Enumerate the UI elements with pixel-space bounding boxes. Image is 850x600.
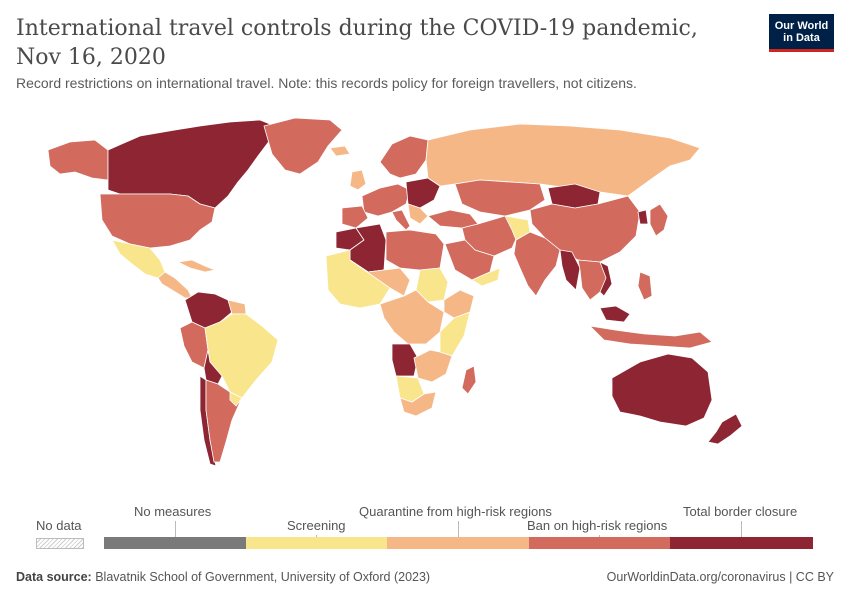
country-usa[interactable] <box>99 193 216 249</box>
data-source-text[interactable]: Blavatnik School of Government, Universi… <box>95 570 431 584</box>
country-south-africa[interactable] <box>399 391 437 417</box>
country-libya-egypt[interactable] <box>385 229 445 271</box>
country-malaysia[interactable] <box>599 305 631 323</box>
country-uruguay[interactable] <box>229 391 243 407</box>
country-indonesia[interactable] <box>589 325 713 349</box>
legend-tick <box>458 521 459 537</box>
country-balkans[interactable] <box>407 203 429 225</box>
country-east-africa[interactable] <box>439 311 471 357</box>
country-madagascar[interactable] <box>461 365 477 395</box>
legend-tick <box>599 535 600 537</box>
country-new-zealand[interactable] <box>707 413 743 445</box>
data-source: Data source: Blavatnik School of Governm… <box>16 570 430 584</box>
country-greenland[interactable] <box>263 117 343 175</box>
chart-title: International travel controls during the… <box>16 16 698 70</box>
data-source-prefix: Data source: <box>16 570 92 584</box>
legend-label-no-measures: No measures <box>134 504 212 519</box>
map-legend: No data No measures Screening Quarantine… <box>0 495 850 555</box>
logo-line-2: in Data <box>783 32 820 44</box>
country-zambia[interactable] <box>413 349 453 383</box>
footer-link[interactable]: OurWorldinData.org/coronavirus | CC BY <box>606 570 834 584</box>
country-iceland[interactable] <box>329 145 351 157</box>
logo-line-1: Our World <box>774 20 829 32</box>
country-angola[interactable] <box>391 343 419 377</box>
legend-bin-quarantine[interactable] <box>387 537 529 549</box>
country-scandinavia[interactable] <box>379 135 429 179</box>
legend-label-ban: Ban on high-risk regions <box>527 518 668 533</box>
country-central-america[interactable] <box>157 271 193 299</box>
chart-subtitle: Record restrictions on international tra… <box>16 75 637 91</box>
owid-logo[interactable]: Our World in Data <box>769 14 834 52</box>
country-myanmar[interactable] <box>559 249 581 291</box>
country-alaska[interactable] <box>47 139 109 181</box>
country-arabia[interactable] <box>444 239 495 281</box>
country-central-asia[interactable] <box>454 179 546 217</box>
country-uk[interactable] <box>349 169 367 191</box>
country-vietnam[interactable] <box>599 261 613 297</box>
legend-no-data-swatch[interactable] <box>36 538 84 549</box>
country-italy[interactable] <box>391 209 411 231</box>
world-map[interactable] <box>0 100 850 500</box>
country-japan[interactable] <box>649 203 669 237</box>
legend-bin-no-measures[interactable] <box>104 537 246 549</box>
legend-tick <box>741 521 742 537</box>
legend-label-quarantine: Quarantine from high-risk regions <box>359 504 552 519</box>
legend-tick <box>175 521 176 537</box>
country-yemen-oman[interactable] <box>471 267 501 287</box>
country-iberia[interactable] <box>341 205 369 229</box>
legend-label-closure: Total border closure <box>683 504 798 519</box>
legend-no-data-label: No data <box>36 518 82 533</box>
country-western-europe[interactable] <box>361 183 411 217</box>
country-peru[interactable] <box>179 321 209 369</box>
legend-bin-ban[interactable] <box>529 537 670 549</box>
country-caribbean[interactable] <box>177 259 216 273</box>
legend-tick <box>316 535 317 537</box>
country-philippines[interactable] <box>637 271 653 301</box>
legend-label-screening: Screening <box>287 518 346 533</box>
country-korea[interactable] <box>637 209 649 225</box>
country-mali-niger[interactable] <box>349 259 411 297</box>
country-india[interactable] <box>513 231 561 297</box>
country-turkey[interactable] <box>427 209 479 229</box>
legend-bin-closure[interactable] <box>670 537 813 549</box>
legend-bin-screening[interactable] <box>246 537 387 549</box>
country-australia[interactable] <box>611 353 713 427</box>
